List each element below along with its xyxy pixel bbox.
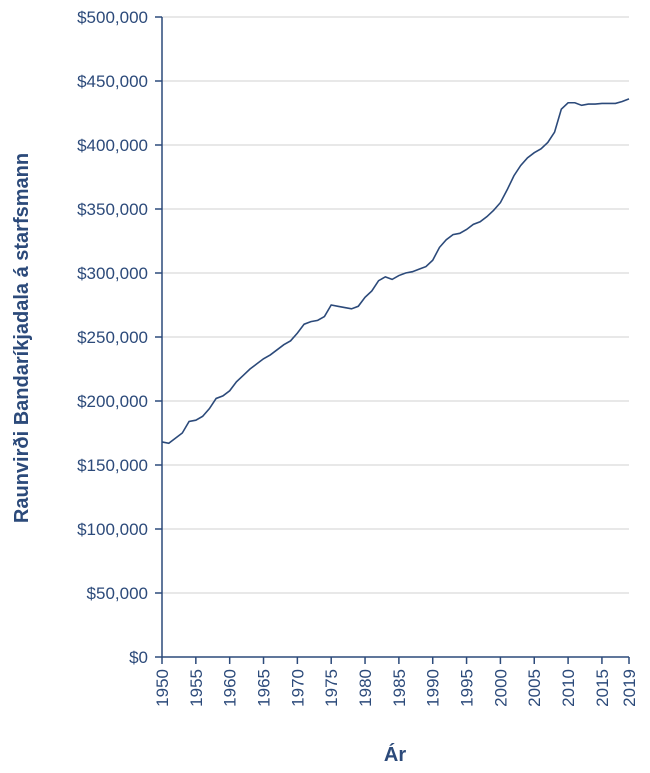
y-tick-label: $150,000 xyxy=(77,456,148,475)
x-tick-label: 1970 xyxy=(288,669,307,707)
y-tick-label: $250,000 xyxy=(77,328,148,347)
x-tick-label: 1985 xyxy=(390,669,409,707)
y-tick-label: $200,000 xyxy=(77,392,148,411)
x-tick-label: 2019 xyxy=(620,669,639,707)
x-axis-title: Ár xyxy=(384,743,406,766)
y-tick-label: $400,000 xyxy=(77,136,148,155)
y-tick-label: $500,000 xyxy=(77,8,148,27)
y-tick-label: $100,000 xyxy=(77,520,148,539)
x-tick-label: 1955 xyxy=(187,669,206,707)
y-axis-title: Raunvirði Bandaríkjadala á starfsmann xyxy=(11,153,33,523)
x-tick-label: 1995 xyxy=(458,669,477,707)
gridlines xyxy=(162,16,629,594)
y-tick-label: $0 xyxy=(129,648,148,667)
series-layer xyxy=(161,98,630,445)
x-tick-label: 1950 xyxy=(153,669,172,707)
y-tick-label: $450,000 xyxy=(77,72,148,91)
x-tick-label: 1975 xyxy=(322,669,341,707)
x-tick-label: 2010 xyxy=(559,669,578,707)
axes xyxy=(155,16,630,664)
y-tick-label: $300,000 xyxy=(77,264,148,283)
tick-labels: $0 $50,000 $100,000 $150,000 $200,000 $250,00… xyxy=(77,8,639,707)
x-tick-label: 2005 xyxy=(525,669,544,707)
y-tick-label: $50,000 xyxy=(87,584,148,603)
x-tick-label: 1965 xyxy=(255,669,274,707)
y-tick-label: $350,000 xyxy=(77,200,148,219)
x-tick-label: 2000 xyxy=(491,669,510,707)
x-tick-label: 2015 xyxy=(593,669,612,707)
x-tick-label: 1990 xyxy=(424,669,443,707)
series-line xyxy=(161,98,630,445)
x-tick-label: 1960 xyxy=(221,669,240,707)
x-tick-label: 1980 xyxy=(356,669,375,707)
